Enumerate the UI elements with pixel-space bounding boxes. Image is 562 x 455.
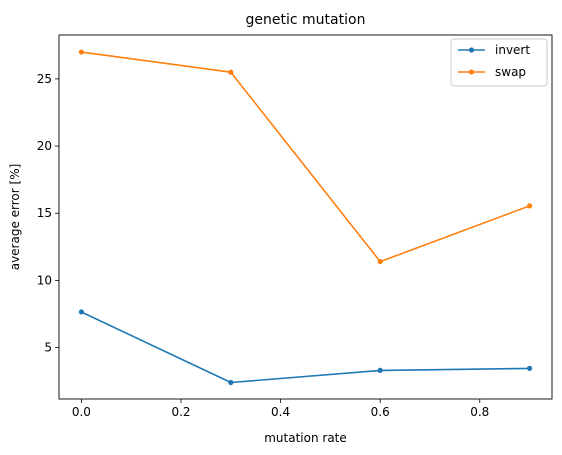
legend-marker-swap (468, 69, 475, 75)
x-tick-label: 0.8 (470, 405, 489, 419)
x-tick-label: 0.2 (171, 405, 190, 419)
x-axis-label: mutation rate (264, 431, 347, 445)
x-tick-label: 0.0 (72, 405, 91, 419)
data-point-swap (377, 258, 383, 265)
series-line-swap (81, 51, 530, 263)
legend: invert swap (450, 38, 548, 87)
y-tick-label: 15 (37, 206, 52, 220)
data-point-swap (228, 69, 234, 75)
legend-label-swap: swap (495, 65, 526, 79)
y-tick-label: 5 (44, 341, 52, 355)
series-layer (78, 49, 533, 386)
chart-title: genetic mutation (246, 12, 366, 28)
y-tick-label: 20 (37, 139, 52, 153)
plot-area: 0.0 0.2 0.4 0.6 0.8 5 10 15 20 25 (37, 34, 553, 419)
legend-label-invert: invert (495, 43, 530, 57)
data-point-invert (377, 367, 383, 373)
x-tick-label: 0.4 (271, 405, 290, 419)
axes-frame (58, 34, 553, 400)
y-axis-label: average error [%] (8, 164, 22, 271)
x-axis-ticks: 0.0 0.2 0.4 0.6 0.8 (72, 399, 489, 419)
series-line-invert (81, 311, 530, 384)
y-tick-label: 25 (37, 72, 52, 86)
legend-marker-invert (468, 47, 475, 53)
data-point-swap (78, 49, 85, 55)
data-point-invert (228, 379, 234, 386)
y-axis-ticks: 5 10 15 20 25 (37, 72, 59, 355)
data-point-invert (78, 309, 85, 315)
data-point-invert (526, 365, 533, 371)
x-tick-label: 0.6 (371, 405, 390, 419)
data-point-swap (526, 203, 533, 209)
y-tick-label: 10 (37, 273, 52, 287)
